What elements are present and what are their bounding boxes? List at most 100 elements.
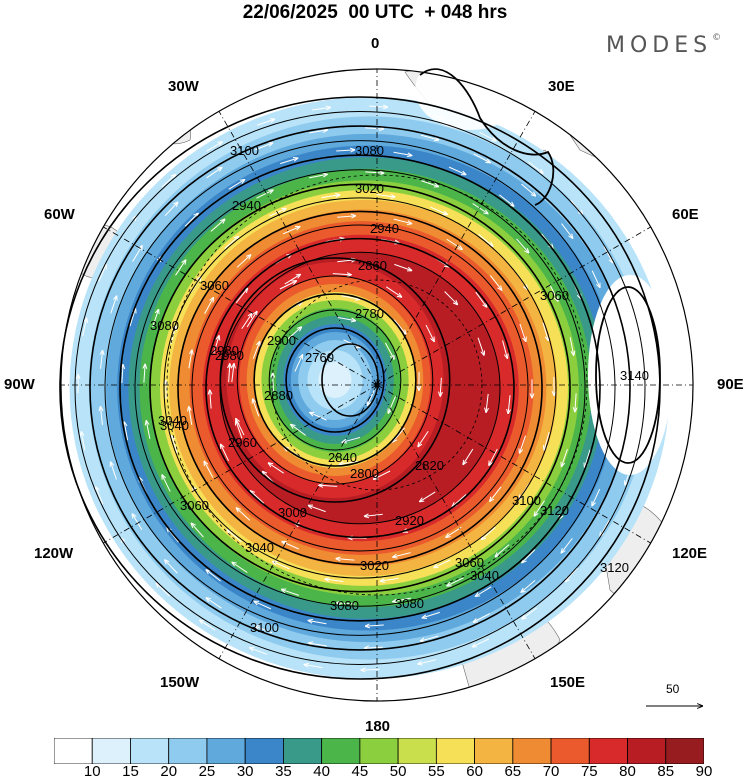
wind-vector: [98, 265, 106, 282]
wind-vector: [365, 128, 383, 129]
wind-vector: [133, 514, 143, 530]
wind-vector: [528, 161, 543, 173]
legend-tick: 50: [389, 763, 407, 780]
wind-vector: [479, 132, 496, 140]
wind-vector: [309, 174, 327, 179]
contour-label: 2940: [370, 221, 399, 236]
color-legend: [54, 738, 704, 764]
legend-tick: 45: [351, 763, 369, 780]
wind-vector: [486, 393, 488, 412]
wind-vector: [575, 393, 576, 411]
height-contour: [177, 210, 543, 566]
wind-vector: [253, 399, 260, 417]
legend-tick: 40: [313, 763, 330, 780]
wind-vector: [521, 580, 536, 592]
wind-vector: [542, 322, 548, 340]
contour-label: 3000: [278, 505, 307, 520]
meridian-line: [218, 111, 378, 386]
wind-vector: [522, 549, 536, 563]
legend-tick: 65: [504, 763, 522, 780]
wind-vector: [591, 335, 595, 354]
wind-vector: [516, 238, 529, 253]
wind-vector: [476, 586, 492, 596]
wind-vector: [611, 323, 616, 341]
wind-vector: [388, 396, 396, 413]
wind-vector: [204, 462, 214, 478]
wind-vector: [434, 559, 451, 568]
wind-vector: [490, 486, 502, 501]
wind-vector: [332, 274, 351, 275]
lon-label-0: 0: [371, 35, 380, 52]
contour-label: 3080: [150, 318, 179, 333]
wind-vector: [425, 324, 434, 341]
wind-vector: [625, 467, 632, 484]
wind-vector: [420, 180, 438, 187]
lon-label-180: 180: [365, 718, 391, 735]
wind-vector: [144, 365, 145, 383]
wind-vector: [585, 449, 591, 467]
legend-tick: 90: [695, 763, 713, 780]
wind-vector: [309, 130, 327, 134]
lon-label-90e: 90E: [717, 376, 744, 393]
legend-swatch: [283, 738, 323, 764]
height-contour: [285, 327, 385, 433]
wind-vector: [122, 365, 123, 384]
graticule: [61, 69, 693, 701]
legend-swatch: [54, 738, 93, 764]
wind-vector: [165, 560, 178, 574]
wind-vector: [273, 374, 274, 392]
contour-label: 3040: [470, 568, 499, 583]
legend-swatch: [168, 738, 208, 764]
legend-tick: 30: [236, 763, 254, 780]
wind-vector: [337, 216, 355, 217]
wind-vector: [369, 106, 387, 107]
wind-vector: [325, 579, 344, 581]
wind-vector: [482, 526, 496, 539]
wind-vector: [639, 411, 641, 429]
wind-vector: [221, 445, 230, 462]
wind-vector: [246, 312, 257, 328]
legend-tick: 35: [275, 763, 292, 780]
contour-label: 2980: [210, 343, 239, 358]
wind-vector: [418, 430, 429, 446]
wind-vector: [376, 195, 395, 197]
wind-vector: [499, 194, 513, 206]
wind-vector: [393, 218, 411, 223]
legend-swatch: [665, 738, 704, 764]
chart-title: 22/06/2025 00 UTC + 048 hrs: [242, 2, 508, 23]
wind-vector: [210, 220, 225, 232]
wind-vector: [446, 526, 462, 537]
legend-swatch: [206, 738, 246, 764]
wind-vector: [473, 638, 490, 647]
legend-swatch: [474, 738, 514, 764]
contour-label: 3060: [455, 555, 484, 570]
wind-vector: [164, 203, 177, 217]
legend-tick: 20: [160, 763, 178, 780]
wind-vector: [269, 463, 285, 474]
legend-tick: 85: [657, 763, 675, 780]
wind-vector: [200, 620, 216, 631]
wind-vector: [256, 119, 274, 126]
wind-vector: [365, 514, 383, 516]
wind-vector: [561, 537, 573, 552]
wind-vector: [463, 448, 474, 464]
wind-vector: [421, 635, 439, 641]
contour-label: 3040: [160, 418, 189, 433]
wind-vector: [189, 407, 193, 425]
legend-tick: 15: [122, 763, 139, 780]
wind-vector: [549, 284, 558, 301]
wind-vector: [236, 421, 243, 439]
wind-vector: [101, 407, 103, 426]
wind-vector: [124, 422, 129, 441]
wind-vector: [228, 180, 244, 190]
height-contour: [253, 293, 417, 467]
wind-vector: [206, 570, 221, 582]
wind-vector: [393, 151, 412, 155]
wind-vector: [235, 289, 247, 304]
lon-label-60w: 60W: [44, 206, 75, 223]
wind-vector: [129, 309, 135, 327]
wind-vector: [522, 607, 538, 619]
wind-vector: [562, 448, 568, 466]
contour-label: 3100: [512, 493, 541, 508]
wind-vector: [520, 435, 526, 453]
